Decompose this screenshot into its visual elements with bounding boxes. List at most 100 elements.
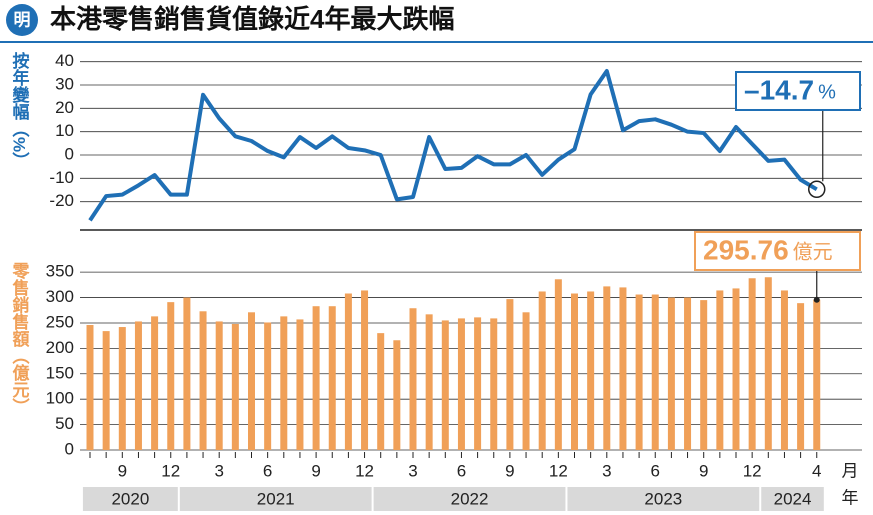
year-label: 2023 xyxy=(644,489,682,508)
bar xyxy=(651,294,659,450)
label-box xyxy=(694,231,861,271)
x-tick-label: 9 xyxy=(699,461,708,480)
year-band xyxy=(179,487,372,511)
bar xyxy=(716,290,724,450)
bar xyxy=(797,303,805,450)
bar xyxy=(151,316,159,450)
logo: 明 xyxy=(14,10,31,29)
bar xyxy=(377,333,385,450)
bar xyxy=(457,318,465,450)
bar xyxy=(393,340,401,450)
year-label: 2022 xyxy=(451,489,489,508)
bar xyxy=(684,297,692,450)
bar xyxy=(748,278,756,450)
x-tick-label: 6 xyxy=(651,461,660,480)
x-tick-label: 12 xyxy=(549,461,568,480)
y-tick-label: 300 xyxy=(46,287,74,306)
year-label: 2020 xyxy=(111,489,149,508)
chart-title: 本港零售銷售貨值錄近4年最大跌幅 xyxy=(50,4,454,34)
bar xyxy=(409,308,417,450)
bar xyxy=(328,306,336,450)
x-tick-label: 12 xyxy=(743,461,762,480)
bar xyxy=(134,321,142,450)
y-tick-label: 10 xyxy=(55,121,74,140)
x-tick-label: 3 xyxy=(214,461,223,480)
data-label-unit: 億元 xyxy=(793,240,833,263)
x-tick-label: 12 xyxy=(161,461,180,480)
y-axis-label: 按年變幅（%） xyxy=(10,51,30,169)
bar xyxy=(732,288,740,450)
bar xyxy=(780,290,788,450)
bar xyxy=(86,325,94,450)
bar xyxy=(102,331,110,450)
y-tick-label: 200 xyxy=(46,338,74,357)
bar xyxy=(571,293,578,450)
y-tick-label: 20 xyxy=(55,98,74,117)
y-tick-label: 150 xyxy=(46,363,74,382)
x-unit: 月 xyxy=(842,461,859,480)
bar xyxy=(619,287,627,450)
point-dot xyxy=(813,296,820,303)
bar xyxy=(248,312,255,450)
x-unit: 年 xyxy=(842,488,859,507)
bar xyxy=(538,291,546,450)
data-label: –14.7 xyxy=(744,74,814,105)
bar xyxy=(264,322,272,450)
bar xyxy=(587,291,595,450)
x-tick-label: 9 xyxy=(311,461,320,480)
y-axis-label: 零售銷售額（億元） xyxy=(10,262,31,415)
bar xyxy=(490,318,498,450)
bar xyxy=(231,323,239,450)
bar xyxy=(635,294,643,450)
x-tick-label: 4 xyxy=(812,461,821,480)
bar xyxy=(813,299,821,450)
bar xyxy=(344,293,352,450)
bar xyxy=(296,319,304,450)
y-tick-label: 40 xyxy=(55,51,74,70)
y-tick-label: 50 xyxy=(55,414,74,433)
label-box xyxy=(735,71,861,111)
bar xyxy=(506,299,514,450)
data-label: 295.76 xyxy=(703,234,789,265)
y-tick-label: 250 xyxy=(46,312,74,331)
line-series xyxy=(88,69,818,222)
year-band xyxy=(567,487,760,511)
year-label: 2021 xyxy=(257,489,295,508)
bar xyxy=(474,317,482,450)
y-tick-label: 350 xyxy=(46,262,74,281)
y-tick-label: 0 xyxy=(65,439,74,458)
x-tick-label: 6 xyxy=(263,461,272,480)
x-tick-label: 6 xyxy=(457,461,466,480)
bar xyxy=(280,316,288,450)
bar xyxy=(441,320,449,450)
point-highlight xyxy=(808,180,826,199)
x-tick-label: 9 xyxy=(505,461,514,480)
bar xyxy=(118,327,126,450)
bar xyxy=(522,312,530,450)
bar xyxy=(603,286,611,450)
y-tick-label: 0 xyxy=(65,144,74,163)
x-tick-label: 9 xyxy=(118,461,127,480)
year-band xyxy=(82,487,178,511)
bar xyxy=(425,314,433,450)
y-tick-label: -20 xyxy=(49,191,74,210)
bar xyxy=(199,311,207,450)
data-label-unit: % xyxy=(818,81,836,103)
bar xyxy=(361,290,369,450)
bar xyxy=(312,306,320,450)
bar xyxy=(167,302,175,450)
y-tick-label: -10 xyxy=(49,168,74,187)
bar xyxy=(764,277,772,450)
logo-bg xyxy=(6,4,38,36)
year-label: 2024 xyxy=(774,489,812,508)
bar xyxy=(183,297,191,450)
bar xyxy=(667,297,675,450)
x-tick-label: 3 xyxy=(408,461,417,480)
bar xyxy=(554,279,562,450)
y-tick-label: 100 xyxy=(46,389,74,408)
x-tick-label: 12 xyxy=(355,461,374,480)
y-tick-label: 30 xyxy=(55,74,74,93)
year-band xyxy=(761,487,824,511)
x-tick-label: 3 xyxy=(602,461,611,480)
